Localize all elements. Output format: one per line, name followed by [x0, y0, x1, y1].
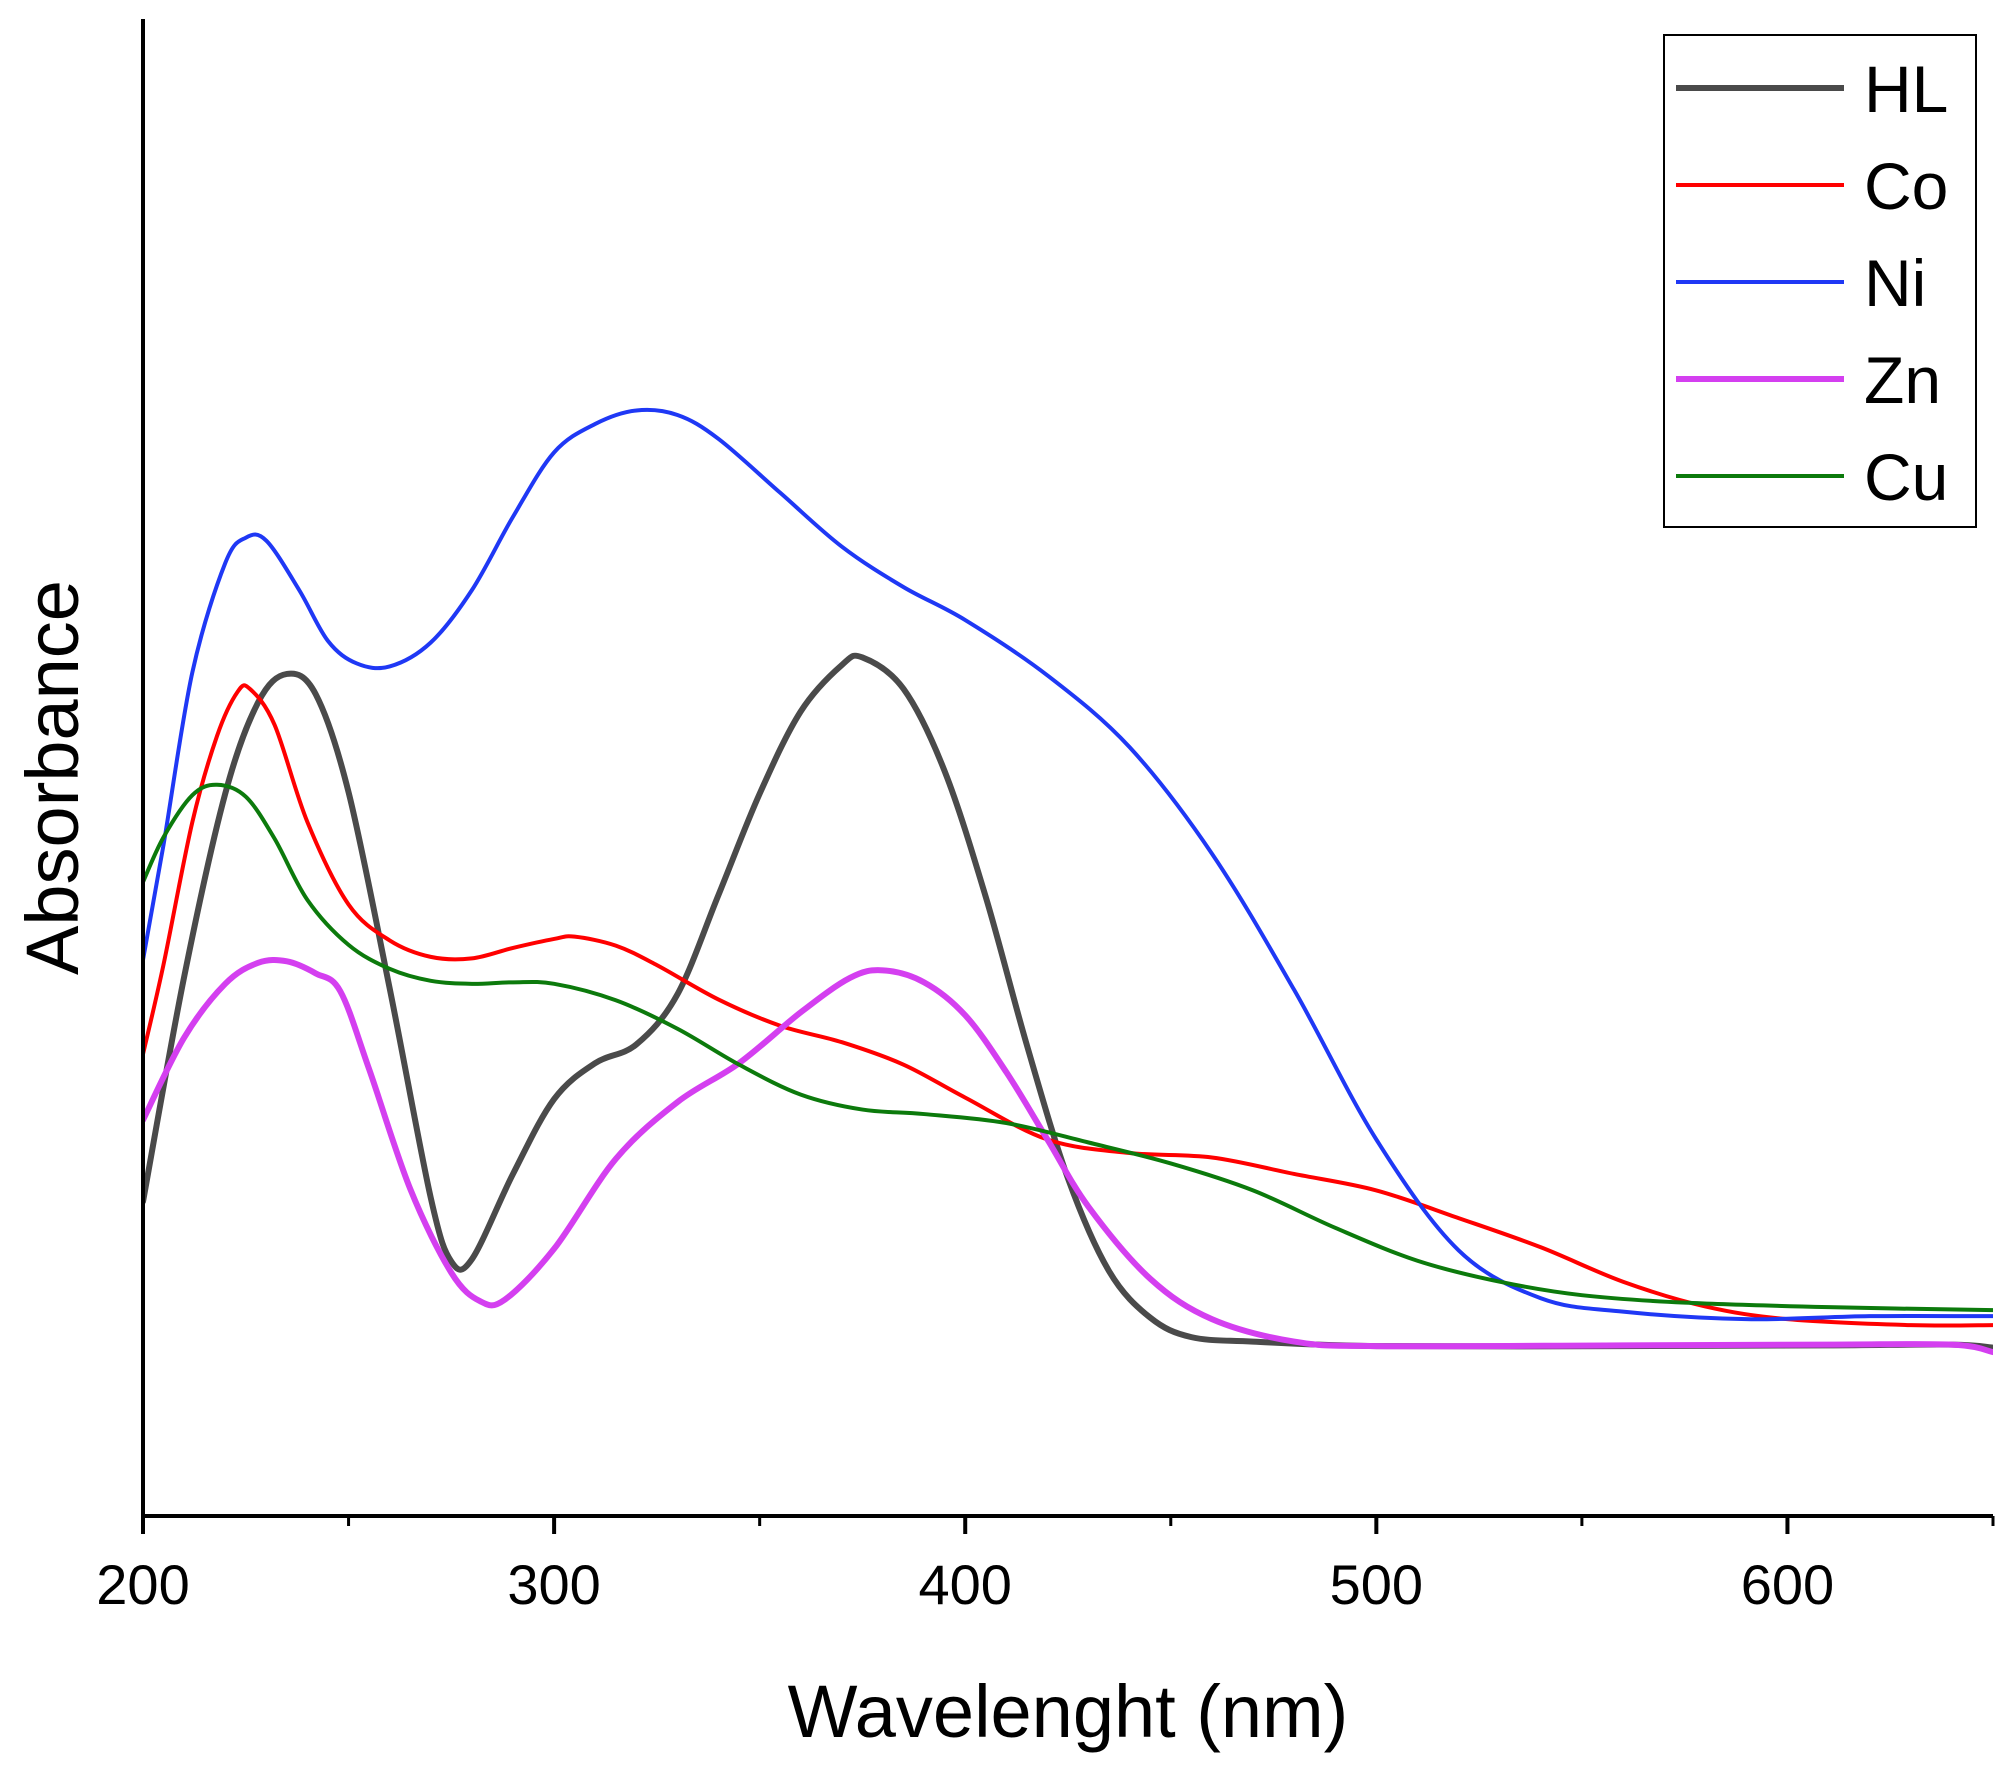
x-ticks: 200 300 400 500 600 [96, 1516, 1995, 1616]
x-tick-label: 400 [919, 1553, 1012, 1616]
series-line-ni [143, 407, 1993, 1322]
series-line-co [143, 683, 1993, 1328]
series-line-hl [143, 652, 1993, 1351]
x-tick-label: 500 [1330, 1553, 1423, 1616]
legend-label-hl: HL [1864, 52, 1948, 126]
x-axis-title: Wavelenght (nm) [788, 1670, 1349, 1753]
legend-label-zn: Zn [1864, 343, 1941, 417]
series-line-cu [143, 782, 1993, 1313]
axes-layer: 200 300 400 500 600 [96, 19, 1995, 1616]
x-tick-label: 300 [507, 1553, 600, 1616]
legend: HL Co Ni Zn Cu [1663, 34, 1977, 528]
series-layer [143, 407, 1993, 1356]
y-axis-title: Absorbance [11, 580, 94, 975]
x-tick-label: 200 [96, 1553, 189, 1616]
series-line-zn [143, 957, 1993, 1356]
legend-label-cu: Cu [1864, 440, 1948, 514]
legend-label-co: Co [1864, 149, 1948, 223]
legend-label-ni: Ni [1864, 246, 1926, 320]
x-tick-label: 600 [1741, 1553, 1834, 1616]
